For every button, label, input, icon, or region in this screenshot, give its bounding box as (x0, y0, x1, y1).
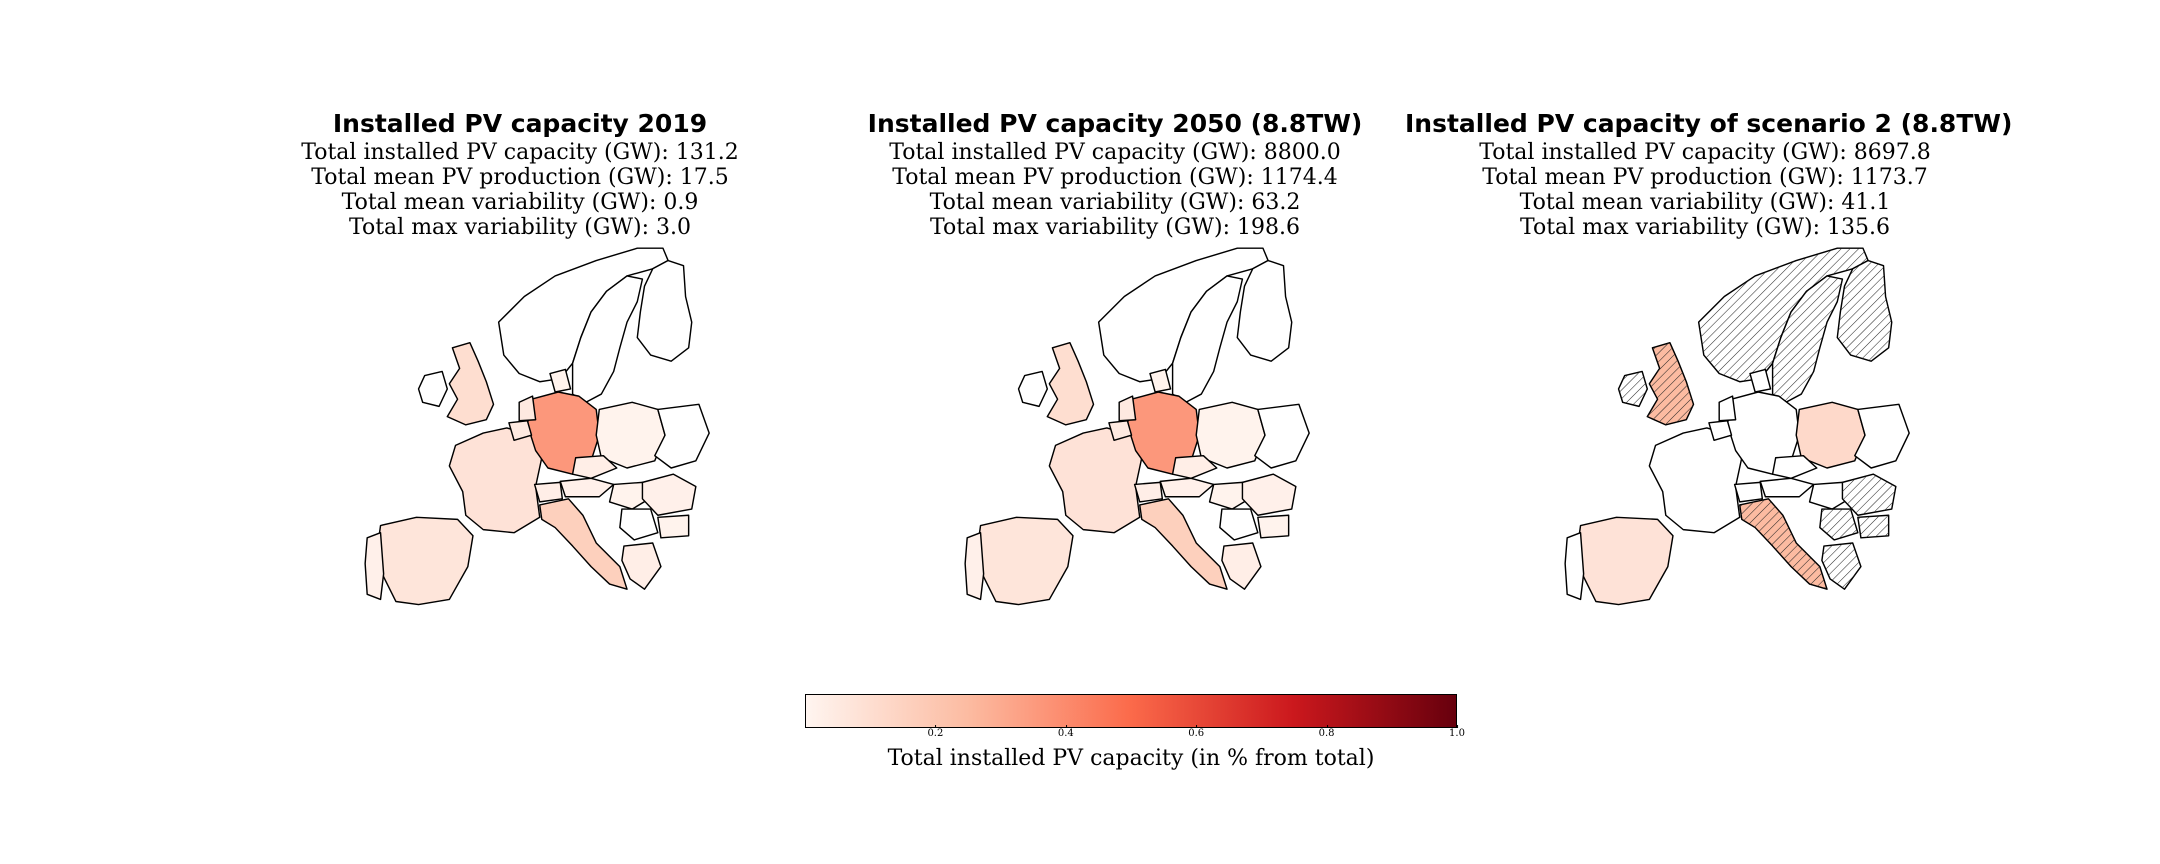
panel-title: Installed PV capacity 2019 (332, 109, 708, 138)
stat-mean-production: Total mean PV production (GW): 1174.4 (892, 165, 1338, 190)
stat-max-variability: Total max variability (GW): 135.6 (1520, 215, 1890, 240)
country-at (1759, 477, 1815, 498)
country-bg (1257, 514, 1290, 539)
country-ie (417, 370, 449, 408)
hatch-ie (1618, 371, 1648, 407)
map-svg (364, 247, 710, 606)
country-rs (1219, 508, 1259, 541)
hatch-uk (1647, 342, 1694, 425)
country-fr (448, 427, 543, 534)
stat-mean-variability: Total mean variability (GW): 41.1 (1519, 190, 1891, 215)
stat-installed: Total installed PV capacity (GW): 8697.8 (1479, 140, 1931, 165)
colorbar: 0.2 0.4 0.6 0.8 1.0 Total installed PV c… (805, 694, 1465, 771)
country-pt (964, 531, 985, 601)
country-pl (1195, 401, 1266, 469)
country-dk (1749, 368, 1772, 393)
country-it (1139, 498, 1228, 590)
hatch-no (1698, 248, 1869, 382)
country-cz (1771, 454, 1818, 479)
country-es (976, 516, 1074, 606)
country-ua (1254, 403, 1310, 469)
country-be (1708, 420, 1733, 441)
stat-mean-production: Total mean PV production (GW): 1173.7 (1482, 165, 1928, 190)
country-cz (571, 454, 618, 479)
stat-max-variability: Total max variability (GW): 198.6 (930, 215, 1300, 240)
colorbar-tick: 0.6 (1188, 725, 1205, 739)
country-uk (1046, 341, 1095, 426)
hatch-ro (1842, 474, 1896, 516)
panel-scenario-2: Installed PV capacity of scenario 2 (8.8… (1405, 108, 2013, 240)
country-ro (1241, 473, 1297, 516)
country-cz (1171, 454, 1218, 479)
country-ch (1133, 481, 1164, 503)
country-nl (1118, 395, 1137, 422)
country-ua (654, 403, 710, 469)
country-pl (1795, 401, 1866, 469)
stat-mean-variability: Total mean variability (GW): 0.9 (341, 190, 699, 215)
europe-map-2050 (890, 240, 1410, 620)
country-es (1576, 516, 1674, 606)
colorbar-ticks: 0.2 0.4 0.6 0.8 1.0 (805, 725, 1465, 744)
country-fi (1236, 259, 1293, 362)
country-fr (1048, 427, 1143, 534)
stat-installed: Total installed PV capacity (GW): 131.2 (301, 140, 739, 165)
country-es (376, 516, 474, 606)
country-uk (446, 341, 495, 426)
country-bg (657, 514, 690, 539)
country-ch (1733, 481, 1764, 503)
country-dk (1149, 368, 1172, 393)
country-se (571, 275, 644, 403)
colorbar-tick: 0.8 (1318, 725, 1335, 739)
country-fi (636, 259, 693, 362)
panel-title: Installed PV capacity 2050 (8.8TW) (867, 109, 1363, 138)
colorbar-tick: 0.4 (1057, 725, 1074, 739)
country-pl (595, 401, 666, 469)
country-pt (364, 531, 385, 601)
europe-map-2019 (290, 240, 810, 620)
stat-installed: Total installed PV capacity (GW): 8800.0 (889, 140, 1341, 165)
panel-2019: Installed PV capacity 2019 Total install… (220, 108, 820, 240)
country-pt (1564, 531, 1585, 601)
hatch-rs (1819, 509, 1858, 540)
colorbar-tick: 0.2 (927, 725, 944, 739)
country-ua (1854, 403, 1910, 469)
country-fr (1648, 427, 1743, 534)
colorbar-tick: 1.0 (1449, 725, 1465, 739)
stat-mean-variability: Total mean variability (GW): 63.2 (929, 190, 1301, 215)
country-it (539, 498, 628, 590)
hatch-fi (1837, 260, 1892, 362)
panel-title: Installed PV capacity of scenario 2 (8.8… (1405, 109, 2013, 138)
country-be (1108, 420, 1133, 441)
europe-map-scenario-2 (1490, 240, 2010, 620)
country-rs (619, 508, 659, 541)
country-nl (1718, 395, 1737, 422)
country-se (1171, 275, 1244, 403)
stat-mean-production: Total mean PV production (GW): 17.5 (311, 165, 729, 190)
country-nl (518, 395, 537, 422)
map-svg (1564, 247, 1910, 606)
country-dk (549, 368, 572, 393)
hatch-bg (1857, 515, 1889, 538)
country-at (559, 477, 615, 498)
panel-2050: Installed PV capacity 2050 (8.8TW) Total… (815, 108, 1415, 240)
hatch-gr (1821, 542, 1861, 590)
country-ro (641, 473, 697, 516)
hatch-se (1772, 275, 1843, 403)
colorbar-label: Total installed PV capacity (in % from t… (887, 746, 1375, 771)
country-ch (533, 481, 564, 503)
colorbar-gradient (805, 694, 1457, 728)
country-gr (621, 542, 662, 590)
map-svg (964, 247, 1310, 606)
country-be (508, 420, 533, 441)
country-at (1159, 477, 1215, 498)
stat-max-variability: Total max variability (GW): 3.0 (349, 215, 691, 240)
country-ie (1017, 370, 1049, 408)
hatch-it (1739, 498, 1828, 590)
country-gr (1221, 542, 1262, 590)
